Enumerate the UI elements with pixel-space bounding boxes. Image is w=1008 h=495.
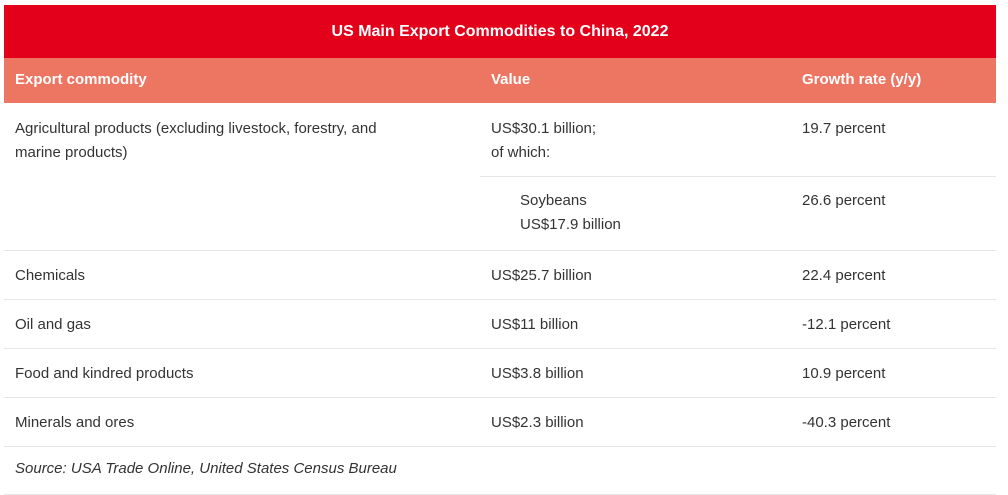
soybeans-name: Soybeans: [520, 192, 587, 209]
soybeans-value: US$17.9 billion: [520, 216, 621, 233]
agricultural-value-line2: of which:: [491, 144, 551, 161]
commodity-cell: Minerals and ores: [15, 414, 135, 431]
table-title: US Main Export Commodities to China, 202…: [4, 5, 996, 58]
table-row: Minerals and ores US$2.3 billion -40.3 p…: [4, 398, 996, 447]
table-row: Chemicals US$25.7 billion 22.4 percent: [4, 251, 996, 300]
growth-cell: -12.1 percent: [802, 316, 891, 333]
agricultural-value-cell: US$30.1 billion; of which:: [491, 117, 596, 165]
soybeans-growth-cell: 26.6 percent: [802, 192, 886, 209]
agricultural-commodity-cell: Agricultural products (excluding livesto…: [15, 117, 377, 165]
export-commodities-table: US Main Export Commodities to China, 202…: [4, 5, 996, 495]
agricultural-value-line1: US$30.1 billion;: [491, 120, 597, 137]
header-growth-rate: Growth rate (y/y): [802, 71, 922, 88]
agricultural-growth-cell: 19.7 percent: [802, 120, 886, 137]
value-cell: US$3.8 billion: [491, 365, 584, 382]
header-export-commodity: Export commodity: [15, 71, 147, 88]
header-value: Value: [491, 71, 531, 88]
table-title-text: US Main Export Commodities to China, 202…: [331, 22, 669, 40]
growth-cell: 10.9 percent: [802, 365, 886, 382]
growth-cell: 22.4 percent: [802, 267, 886, 284]
table-header-row: Export commodity Value Growth rate (y/y): [4, 58, 996, 103]
commodity-cell: Oil and gas: [15, 316, 91, 333]
sub-row-divider: [480, 176, 996, 177]
table-row: Oil and gas US$11 billion -12.1 percent: [4, 300, 996, 349]
commodity-cell: Chemicals: [15, 267, 86, 284]
soybeans-value-cell: Soybeans US$17.9 billion: [520, 189, 621, 237]
source-text: Source: USA Trade Online, United States …: [15, 460, 397, 477]
growth-cell: -40.3 percent: [802, 414, 891, 431]
commodity-cell: Food and kindred products: [15, 365, 194, 382]
value-cell: US$2.3 billion: [491, 414, 584, 431]
value-cell: US$11 billion: [491, 316, 579, 333]
agricultural-commodity-line2: marine products): [15, 144, 128, 161]
value-cell: US$25.7 billion: [491, 267, 592, 284]
agricultural-commodity-line1: Agricultural products (excluding livesto…: [15, 120, 377, 137]
source-note: Source: USA Trade Online, United States …: [4, 447, 996, 495]
table-row-agricultural: Agricultural products (excluding livesto…: [4, 103, 996, 251]
table-row: Food and kindred products US$3.8 billion…: [4, 349, 996, 398]
